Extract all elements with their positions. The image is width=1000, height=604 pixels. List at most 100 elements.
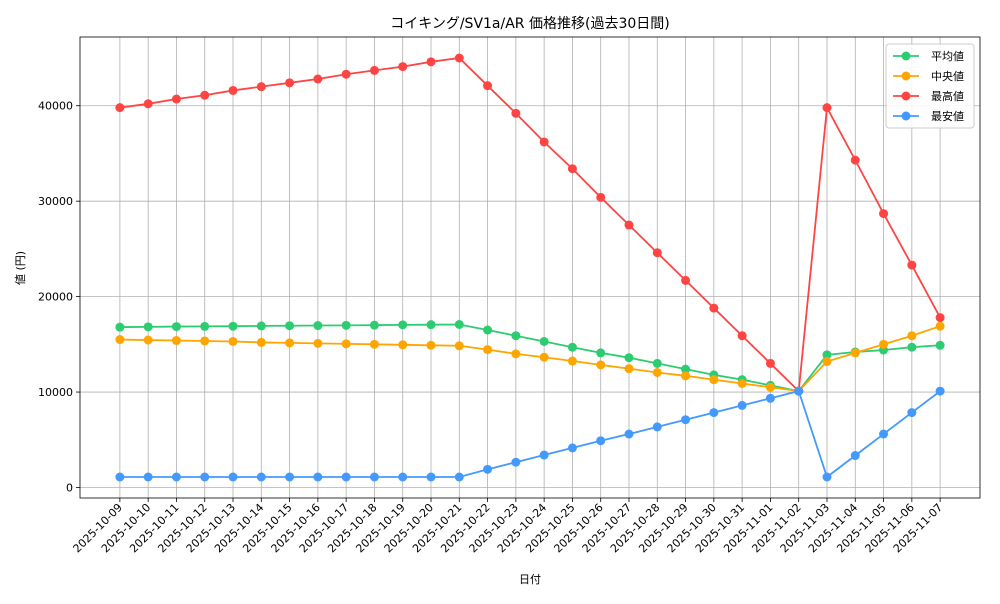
data-point bbox=[313, 321, 323, 331]
legend-label: 最安値 bbox=[931, 109, 964, 123]
data-point bbox=[285, 472, 295, 482]
data-point bbox=[200, 90, 210, 100]
data-point bbox=[879, 209, 889, 219]
data-point bbox=[907, 331, 917, 341]
x-axis: 2025-10-092025-10-102025-10-112025-10-12… bbox=[71, 498, 945, 555]
data-point bbox=[624, 220, 634, 230]
data-point bbox=[398, 62, 408, 72]
data-point bbox=[200, 321, 210, 331]
data-point bbox=[907, 260, 917, 270]
data-point bbox=[539, 450, 549, 460]
data-point bbox=[511, 108, 521, 118]
data-point bbox=[681, 415, 691, 425]
data-point bbox=[341, 320, 351, 330]
data-point bbox=[228, 336, 238, 346]
data-point bbox=[483, 325, 493, 335]
data-point bbox=[454, 341, 464, 351]
data-point bbox=[369, 472, 379, 482]
data-point bbox=[567, 164, 577, 174]
data-point bbox=[483, 345, 493, 355]
data-point bbox=[681, 364, 691, 374]
data-point bbox=[907, 408, 917, 418]
data-point bbox=[285, 321, 295, 331]
data-point bbox=[398, 340, 408, 350]
data-point bbox=[143, 322, 153, 332]
legend-marker bbox=[901, 71, 911, 81]
data-point bbox=[652, 367, 662, 377]
x-axis-label: 日付 bbox=[519, 573, 541, 586]
data-point bbox=[511, 457, 521, 467]
series-line bbox=[119, 325, 941, 393]
series-line bbox=[119, 57, 941, 394]
series-2 bbox=[115, 53, 945, 396]
data-point bbox=[765, 358, 775, 368]
data-point bbox=[822, 103, 832, 113]
data-point bbox=[539, 336, 549, 346]
data-point bbox=[256, 321, 266, 331]
data-point bbox=[624, 353, 634, 363]
data-point bbox=[143, 335, 153, 345]
data-point bbox=[596, 360, 606, 370]
data-point bbox=[765, 382, 775, 392]
data-point bbox=[143, 472, 153, 482]
data-point bbox=[737, 400, 747, 410]
data-point bbox=[200, 336, 210, 346]
data-point bbox=[313, 74, 323, 84]
data-point bbox=[681, 371, 691, 381]
data-point bbox=[171, 94, 181, 104]
data-point bbox=[539, 352, 549, 362]
data-point bbox=[624, 429, 634, 439]
data-point bbox=[426, 340, 436, 350]
data-point bbox=[483, 81, 493, 91]
legend-marker bbox=[901, 111, 911, 121]
data-point bbox=[313, 338, 323, 348]
y-tick-label: 30000 bbox=[38, 195, 73, 208]
series-line bbox=[119, 323, 941, 393]
data-point bbox=[822, 472, 832, 482]
data-point bbox=[652, 422, 662, 432]
data-point bbox=[454, 319, 464, 329]
data-point bbox=[624, 364, 634, 374]
data-point bbox=[879, 429, 889, 439]
data-point bbox=[115, 322, 125, 332]
data-point bbox=[652, 358, 662, 368]
data-point bbox=[454, 53, 464, 63]
data-point bbox=[228, 85, 238, 95]
data-point bbox=[285, 338, 295, 348]
data-point bbox=[369, 65, 379, 75]
data-point bbox=[709, 375, 719, 385]
y-tick-label: 40000 bbox=[38, 100, 73, 113]
data-point bbox=[822, 357, 832, 367]
data-point bbox=[935, 340, 945, 350]
data-point bbox=[483, 464, 493, 474]
data-point bbox=[228, 321, 238, 331]
data-point bbox=[511, 349, 521, 359]
y-axis-label: 値 (円) bbox=[14, 251, 27, 285]
data-point bbox=[200, 472, 210, 482]
data-point bbox=[256, 472, 266, 482]
data-point bbox=[369, 320, 379, 330]
series-1 bbox=[115, 321, 945, 396]
series-0 bbox=[115, 319, 945, 396]
data-point bbox=[935, 321, 945, 331]
plot-frame bbox=[79, 36, 981, 499]
data-point bbox=[652, 248, 662, 258]
grid bbox=[80, 37, 980, 498]
data-point bbox=[709, 408, 719, 418]
data-point bbox=[596, 436, 606, 446]
data-point bbox=[850, 155, 860, 165]
data-point bbox=[256, 82, 266, 92]
data-point bbox=[935, 313, 945, 323]
data-point bbox=[398, 320, 408, 330]
series-3 bbox=[115, 386, 945, 482]
data-point bbox=[369, 339, 379, 349]
data-point bbox=[822, 350, 832, 360]
data-point bbox=[879, 339, 889, 349]
legend-label: 中央値 bbox=[931, 70, 964, 83]
data-point bbox=[681, 275, 691, 285]
data-point bbox=[765, 393, 775, 403]
data-point bbox=[341, 472, 351, 482]
data-point bbox=[171, 322, 181, 332]
